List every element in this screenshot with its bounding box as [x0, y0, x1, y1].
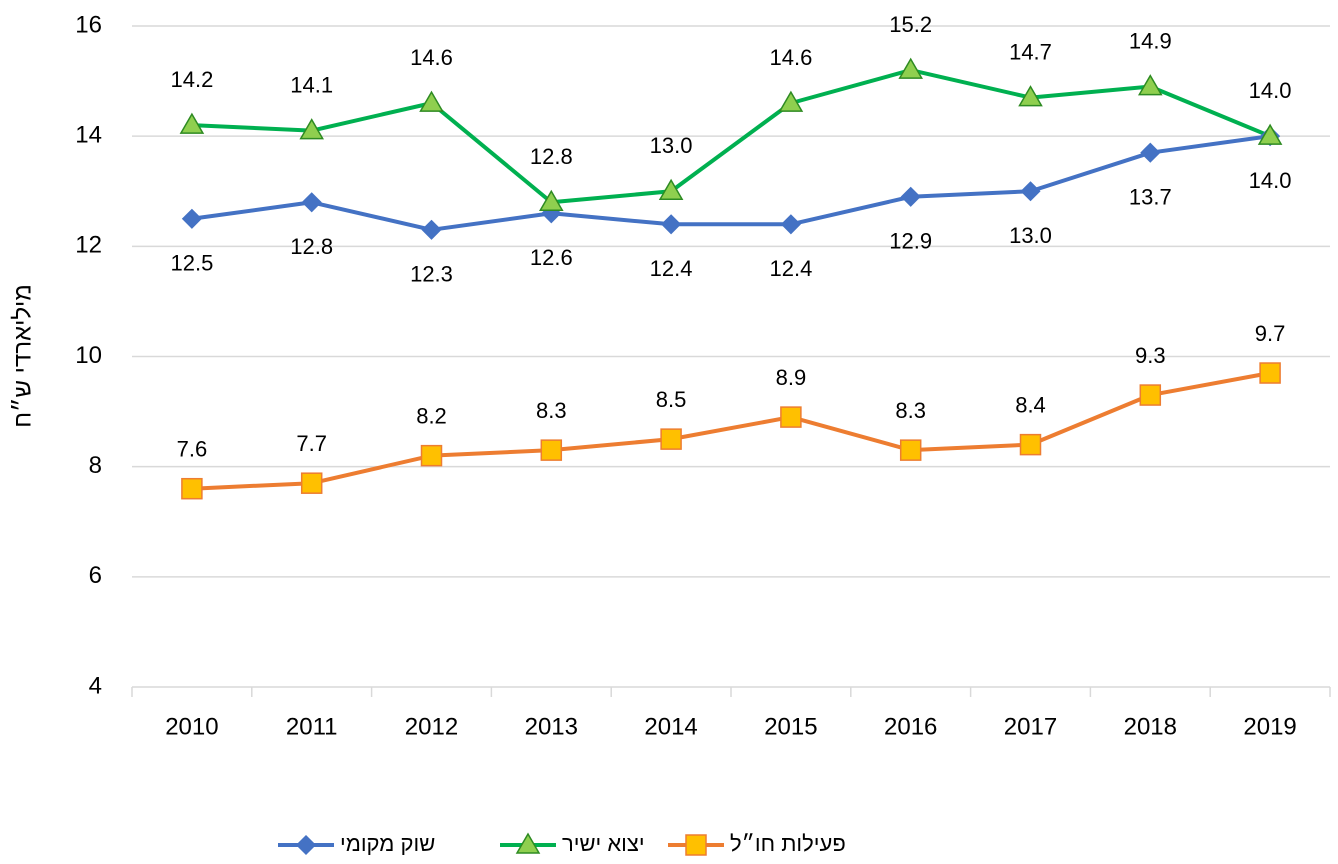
data-point [181, 477, 203, 500]
data-label: 8.2 [416, 403, 447, 428]
data-point [780, 406, 802, 428]
data-point [1139, 384, 1162, 406]
data-point [899, 439, 922, 461]
data-label: 9.3 [1135, 343, 1166, 368]
data-point [1137, 74, 1163, 96]
data-label: 12.5 [170, 251, 213, 276]
data-point [1140, 142, 1161, 163]
data-label: 12.4 [769, 256, 812, 281]
data-point [179, 112, 205, 134]
data-point [300, 472, 323, 494]
data-label: 8.9 [776, 365, 807, 390]
legend-label: יצוא ישיר [562, 831, 645, 856]
data-point [421, 219, 442, 240]
data-point [778, 90, 804, 112]
y-tick-label: 10 [75, 342, 102, 369]
data-label: 13.0 [1009, 223, 1052, 248]
data-label: 14.6 [769, 45, 812, 70]
data-label: 14.2 [170, 67, 213, 92]
x-tick-label: 2010 [165, 713, 218, 740]
data-point [900, 186, 921, 207]
y-tick-label: 16 [75, 11, 102, 38]
data-label: 12.8 [530, 144, 573, 169]
y-axis-label: מיליארדי ש״ח [9, 284, 36, 428]
y-tick-label: 14 [75, 122, 102, 149]
data-point [1019, 433, 1042, 456]
data-label: 8.5 [656, 387, 687, 412]
x-tick-label: 2018 [1124, 713, 1177, 740]
data-point [1020, 181, 1041, 202]
legend-marker [685, 834, 707, 856]
data-label: 14.0 [1249, 78, 1292, 103]
data-point [1257, 123, 1283, 145]
data-label: 14.1 [290, 72, 333, 97]
legend-marker [295, 834, 317, 856]
data-label: 7.7 [296, 431, 327, 456]
data-label: 14.6 [410, 45, 453, 70]
y-tick-label: 8 [89, 452, 102, 479]
y-tick-label: 4 [89, 672, 102, 699]
x-tick-label: 2013 [525, 713, 578, 740]
data-label: 12.4 [650, 256, 693, 281]
data-point [1018, 85, 1043, 107]
data-point [898, 57, 924, 79]
x-tick-label: 2016 [884, 713, 937, 740]
x-tick-label: 2011 [286, 713, 338, 740]
data-label: 12.3 [410, 262, 453, 287]
data-label: 7.6 [177, 437, 208, 462]
data-label: 14.7 [1009, 39, 1052, 64]
data-point [660, 428, 682, 450]
legend-marker [515, 832, 541, 854]
data-label: 12.6 [530, 245, 573, 270]
data-point [301, 192, 322, 213]
x-tick-label: 2019 [1243, 713, 1296, 740]
y-tick-label: 12 [75, 232, 102, 259]
data-label: 9.7 [1255, 321, 1286, 346]
series-line [191, 134, 1271, 232]
data-label: 8.4 [1015, 392, 1046, 417]
data-label: 14.9 [1129, 28, 1172, 53]
data-point [538, 189, 564, 212]
data-point [780, 214, 801, 235]
data-label: 8.3 [895, 398, 926, 423]
data-point [420, 444, 443, 467]
data-label: 14.0 [1249, 168, 1292, 193]
data-label: 15.2 [889, 12, 932, 37]
data-point [661, 214, 682, 235]
legend-label: פעילות חו״ל [730, 831, 846, 856]
data-point [1259, 362, 1281, 384]
x-tick-label: 2015 [764, 713, 817, 740]
data-point [419, 90, 444, 112]
data-point [540, 439, 563, 461]
legend-label: שוק מקומי [340, 831, 435, 856]
series-line [191, 371, 1271, 491]
data-label: 12.8 [290, 234, 333, 259]
x-tick-label: 2017 [1004, 713, 1057, 740]
data-label: 8.3 [536, 398, 567, 423]
data-point [658, 178, 684, 200]
data-label: 13.0 [650, 133, 693, 158]
data-point [299, 118, 325, 140]
data-label: 12.9 [889, 229, 932, 254]
series-line [191, 68, 1271, 205]
x-tick-label: 2012 [405, 713, 458, 740]
data-point [181, 208, 202, 229]
x-tick-label: 2014 [644, 713, 697, 740]
y-tick-label: 6 [89, 562, 102, 589]
data-label: 13.7 [1129, 185, 1172, 210]
